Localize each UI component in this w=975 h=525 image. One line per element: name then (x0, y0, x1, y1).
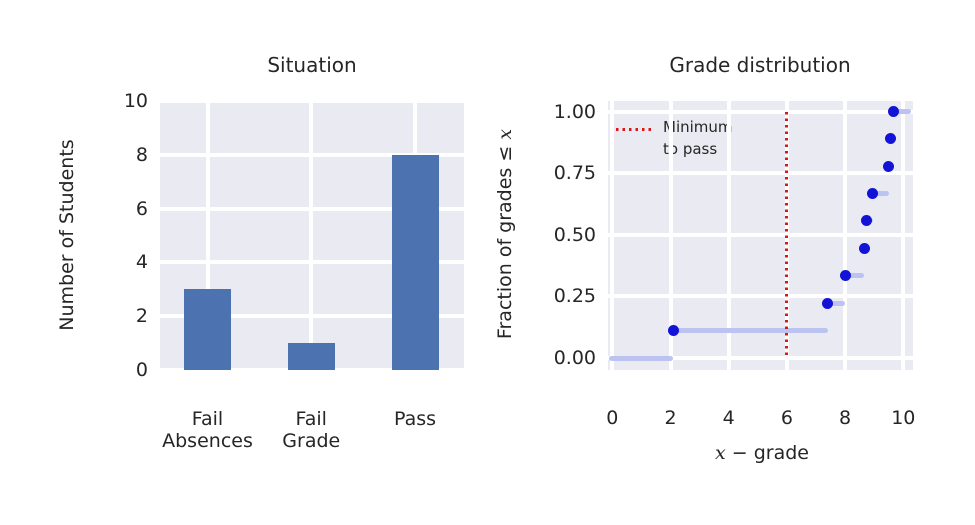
ecdf-point (839, 270, 851, 282)
right-ylabel-text: Fraction of grades ≤ (494, 139, 516, 340)
ecdf-step-segment (845, 273, 864, 279)
left-ytick-label: 8 (135, 143, 148, 166)
left-chart-ylabel: Number of Students (56, 139, 78, 331)
right-xtick-label: 0 (606, 407, 619, 429)
ecdf-point (887, 106, 899, 117)
right-chart-title: Grade distribution (669, 53, 851, 77)
legend-label-line-2: to pass (663, 140, 718, 158)
ecdf-point (822, 297, 834, 309)
left-ytick-label: 0 (135, 359, 148, 381)
legend-label: Minimum to pass (663, 116, 733, 160)
left-ytick-label: 4 (135, 251, 148, 274)
right-chart-ylabel: Fraction of grades ≤ x (494, 104, 516, 364)
minimum-to-pass-line (785, 111, 789, 358)
right-xlabel-text: − grade (725, 442, 809, 464)
ecdf-step-segment (827, 300, 846, 306)
right-xtick-label: 4 (722, 407, 735, 429)
ecdf-point (667, 325, 679, 337)
ecdf-point (884, 133, 896, 145)
left-xtick-label-line: Grade (282, 430, 341, 452)
left-ytick-label: 10 (123, 90, 148, 112)
legend-label-line-1: Minimum (663, 118, 733, 136)
left-xtick-label: Pass (350, 408, 480, 430)
left-chart-plot-area (160, 101, 464, 370)
ecdf-step-segment (673, 328, 828, 334)
right-ytick-label: 0.50 (553, 223, 596, 246)
ecdf-step-segment (872, 191, 889, 197)
left-ytick-label: 6 (135, 197, 148, 220)
left-xtick-label: Fail Grade (246, 408, 376, 452)
left-ytick-label: 2 (135, 305, 148, 328)
right-ytick-label: 0.00 (553, 347, 596, 369)
gridline-h (608, 109, 913, 114)
right-xtick-label: 8 (839, 407, 852, 429)
right-chart-plot-area: Minimum to pass (608, 101, 913, 370)
gridline-h (608, 171, 913, 176)
gridline-v (205, 101, 210, 370)
left-xtick-label-line: Fail (295, 408, 327, 430)
gridline-v (309, 101, 314, 370)
right-ytick-label: 0.25 (553, 285, 596, 308)
gridline-h (608, 232, 913, 237)
left-chart-title: Situation (267, 53, 357, 77)
left-xtick-label-line: Pass (393, 408, 437, 430)
bar-fail-grade (287, 343, 335, 370)
left-xtick-label-line: Absences (162, 430, 253, 452)
ecdf-point (867, 188, 879, 200)
right-xtick-label: 10 (891, 407, 916, 429)
ecdf-step-segment (893, 109, 911, 114)
right-xtick-label: 2 (664, 407, 677, 429)
right-ytick-label: 1.00 (553, 100, 596, 123)
legend: Minimum to pass (616, 116, 733, 160)
ecdf-point (858, 243, 870, 255)
bar-fail-absences (184, 289, 231, 370)
gridline-h (608, 356, 913, 360)
ecdf-point (883, 160, 895, 172)
right-xtick-label: 6 (780, 407, 793, 429)
right-ytick-label: 0.75 (553, 162, 596, 185)
right-ylabel-math-x: x (494, 128, 516, 140)
bar-pass (391, 154, 439, 370)
legend-dotted-line-sample (616, 128, 652, 131)
ecdf-step-segment (608, 355, 674, 361)
gridline-h (608, 294, 913, 299)
left-xtick-label-line: Fail (191, 408, 224, 430)
right-xlabel-math-x: x (715, 442, 726, 464)
left-xtick-label: Fail Absences (143, 408, 273, 452)
right-chart-xlabel: x − grade (662, 442, 862, 464)
ecdf-point (861, 215, 873, 227)
